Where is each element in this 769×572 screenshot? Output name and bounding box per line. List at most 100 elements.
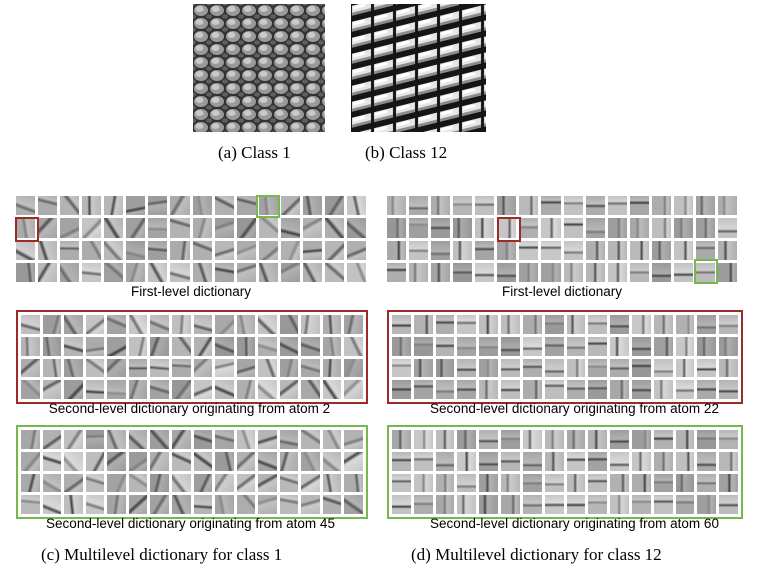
class-12-texture-image (351, 4, 486, 132)
dictionary-atom (236, 336, 256, 356)
right-second-level-atom-60-label: Second-level dictionary originating from… (430, 516, 719, 531)
dictionary-atom (126, 240, 146, 260)
dictionary-atom (651, 240, 671, 260)
dictionary-atom (64, 473, 83, 493)
dictionary-atom (717, 196, 737, 216)
left-second-level-atom-45 (16, 425, 368, 519)
dictionary-atom (607, 196, 627, 216)
dictionary-atom (566, 315, 586, 334)
dictionary-atom (258, 262, 278, 282)
dictionary-atom (387, 196, 407, 216)
dictionary-atom (566, 451, 586, 471)
dictionary-atom (479, 380, 499, 399)
dictionary-atom (16, 196, 36, 216)
dictionary-atom (258, 380, 277, 399)
dictionary-atom (148, 196, 168, 216)
right-first-level-label: First-level dictionary (501, 284, 623, 299)
dictionary-atom (128, 473, 148, 493)
dictionary-atom (324, 218, 344, 238)
dictionary-atom (631, 315, 651, 334)
dictionary-atom (236, 380, 256, 399)
dictionary-atom (392, 336, 411, 356)
dictionary-atom (413, 358, 433, 378)
dictionary-atom (192, 262, 212, 282)
dictionary-atom (346, 196, 366, 216)
dictionary-atom (695, 262, 715, 282)
dictionary-atom (653, 380, 673, 399)
dictionary-atom (107, 380, 126, 399)
dictionary-atom (104, 218, 124, 238)
dictionary-atom (413, 430, 433, 449)
dictionary-atom (479, 336, 499, 356)
dictionary-atom (457, 336, 477, 356)
dictionary-atom (279, 358, 299, 378)
dictionary-atom (435, 495, 455, 514)
dictionary-atom (457, 315, 477, 334)
dictionary-atom (675, 430, 695, 449)
dictionary-atom (193, 380, 213, 399)
dictionary-atom (588, 358, 608, 378)
dictionary-atom (280, 262, 300, 282)
dictionary-atom (322, 430, 342, 449)
dictionary-atom (435, 380, 455, 399)
dictionary-atom (631, 430, 651, 449)
dictionary-atom (719, 380, 738, 399)
dictionary-atom (64, 430, 83, 449)
dictionary-atom (695, 218, 715, 238)
dictionary-atom (64, 451, 83, 471)
dictionary-atom (501, 358, 520, 378)
dictionary-atom (85, 451, 105, 471)
dictionary-atom (236, 473, 256, 493)
dictionary-atom (21, 495, 40, 514)
dictionary-atom (631, 336, 651, 356)
dictionary-atom (128, 451, 148, 471)
dictionary-atom (344, 358, 363, 378)
dictionary-atom (324, 262, 344, 282)
dictionary-atom (566, 358, 586, 378)
dictionary-atom (413, 380, 433, 399)
dictionary-atom (522, 430, 542, 449)
dictionary-atom (563, 262, 583, 282)
dictionary-atom (258, 240, 278, 260)
dictionary-atom (719, 358, 738, 378)
dictionary-atom (42, 495, 62, 514)
dictionary-atom (675, 315, 695, 334)
dictionary-atom (501, 473, 520, 493)
dictionary-atom (457, 380, 477, 399)
dictionary-atom (544, 495, 564, 514)
dictionary-atom (214, 262, 234, 282)
dictionary-atom (413, 495, 433, 514)
dictionary-atom (279, 495, 299, 514)
dictionary-atom (675, 358, 695, 378)
dictionary-atom (42, 380, 62, 399)
dictionary-atom (588, 473, 608, 493)
dictionary-atom (280, 218, 300, 238)
dictionary-atom (21, 380, 40, 399)
dictionary-atom (42, 315, 62, 334)
dictionary-atom (457, 451, 477, 471)
dictionary-atom (497, 240, 517, 260)
dictionary-atom (431, 218, 451, 238)
right-second-level-atom-60 (387, 425, 743, 519)
class-1-texture-image (193, 4, 325, 132)
dictionary-atom (566, 380, 586, 399)
dictionary-atom (588, 451, 608, 471)
dictionary-atom (479, 495, 499, 514)
dictionary-atom (192, 218, 212, 238)
dictionary-atom (651, 218, 671, 238)
dictionary-atom (192, 196, 212, 216)
dictionary-atom (522, 473, 542, 493)
dictionary-atom (653, 430, 673, 449)
dictionary-atom (38, 196, 58, 216)
dictionary-atom (719, 495, 738, 514)
dictionary-atom (279, 430, 299, 449)
dictionary-atom (128, 336, 148, 356)
dictionary-atom (387, 218, 407, 238)
dictionary-atom (675, 451, 695, 471)
dictionary-atom (107, 451, 126, 471)
dictionary-atom (475, 240, 495, 260)
dictionary-atom (522, 380, 542, 399)
dictionary-atom (566, 430, 586, 449)
dictionary-atom (279, 473, 299, 493)
dictionary-atom (258, 336, 277, 356)
